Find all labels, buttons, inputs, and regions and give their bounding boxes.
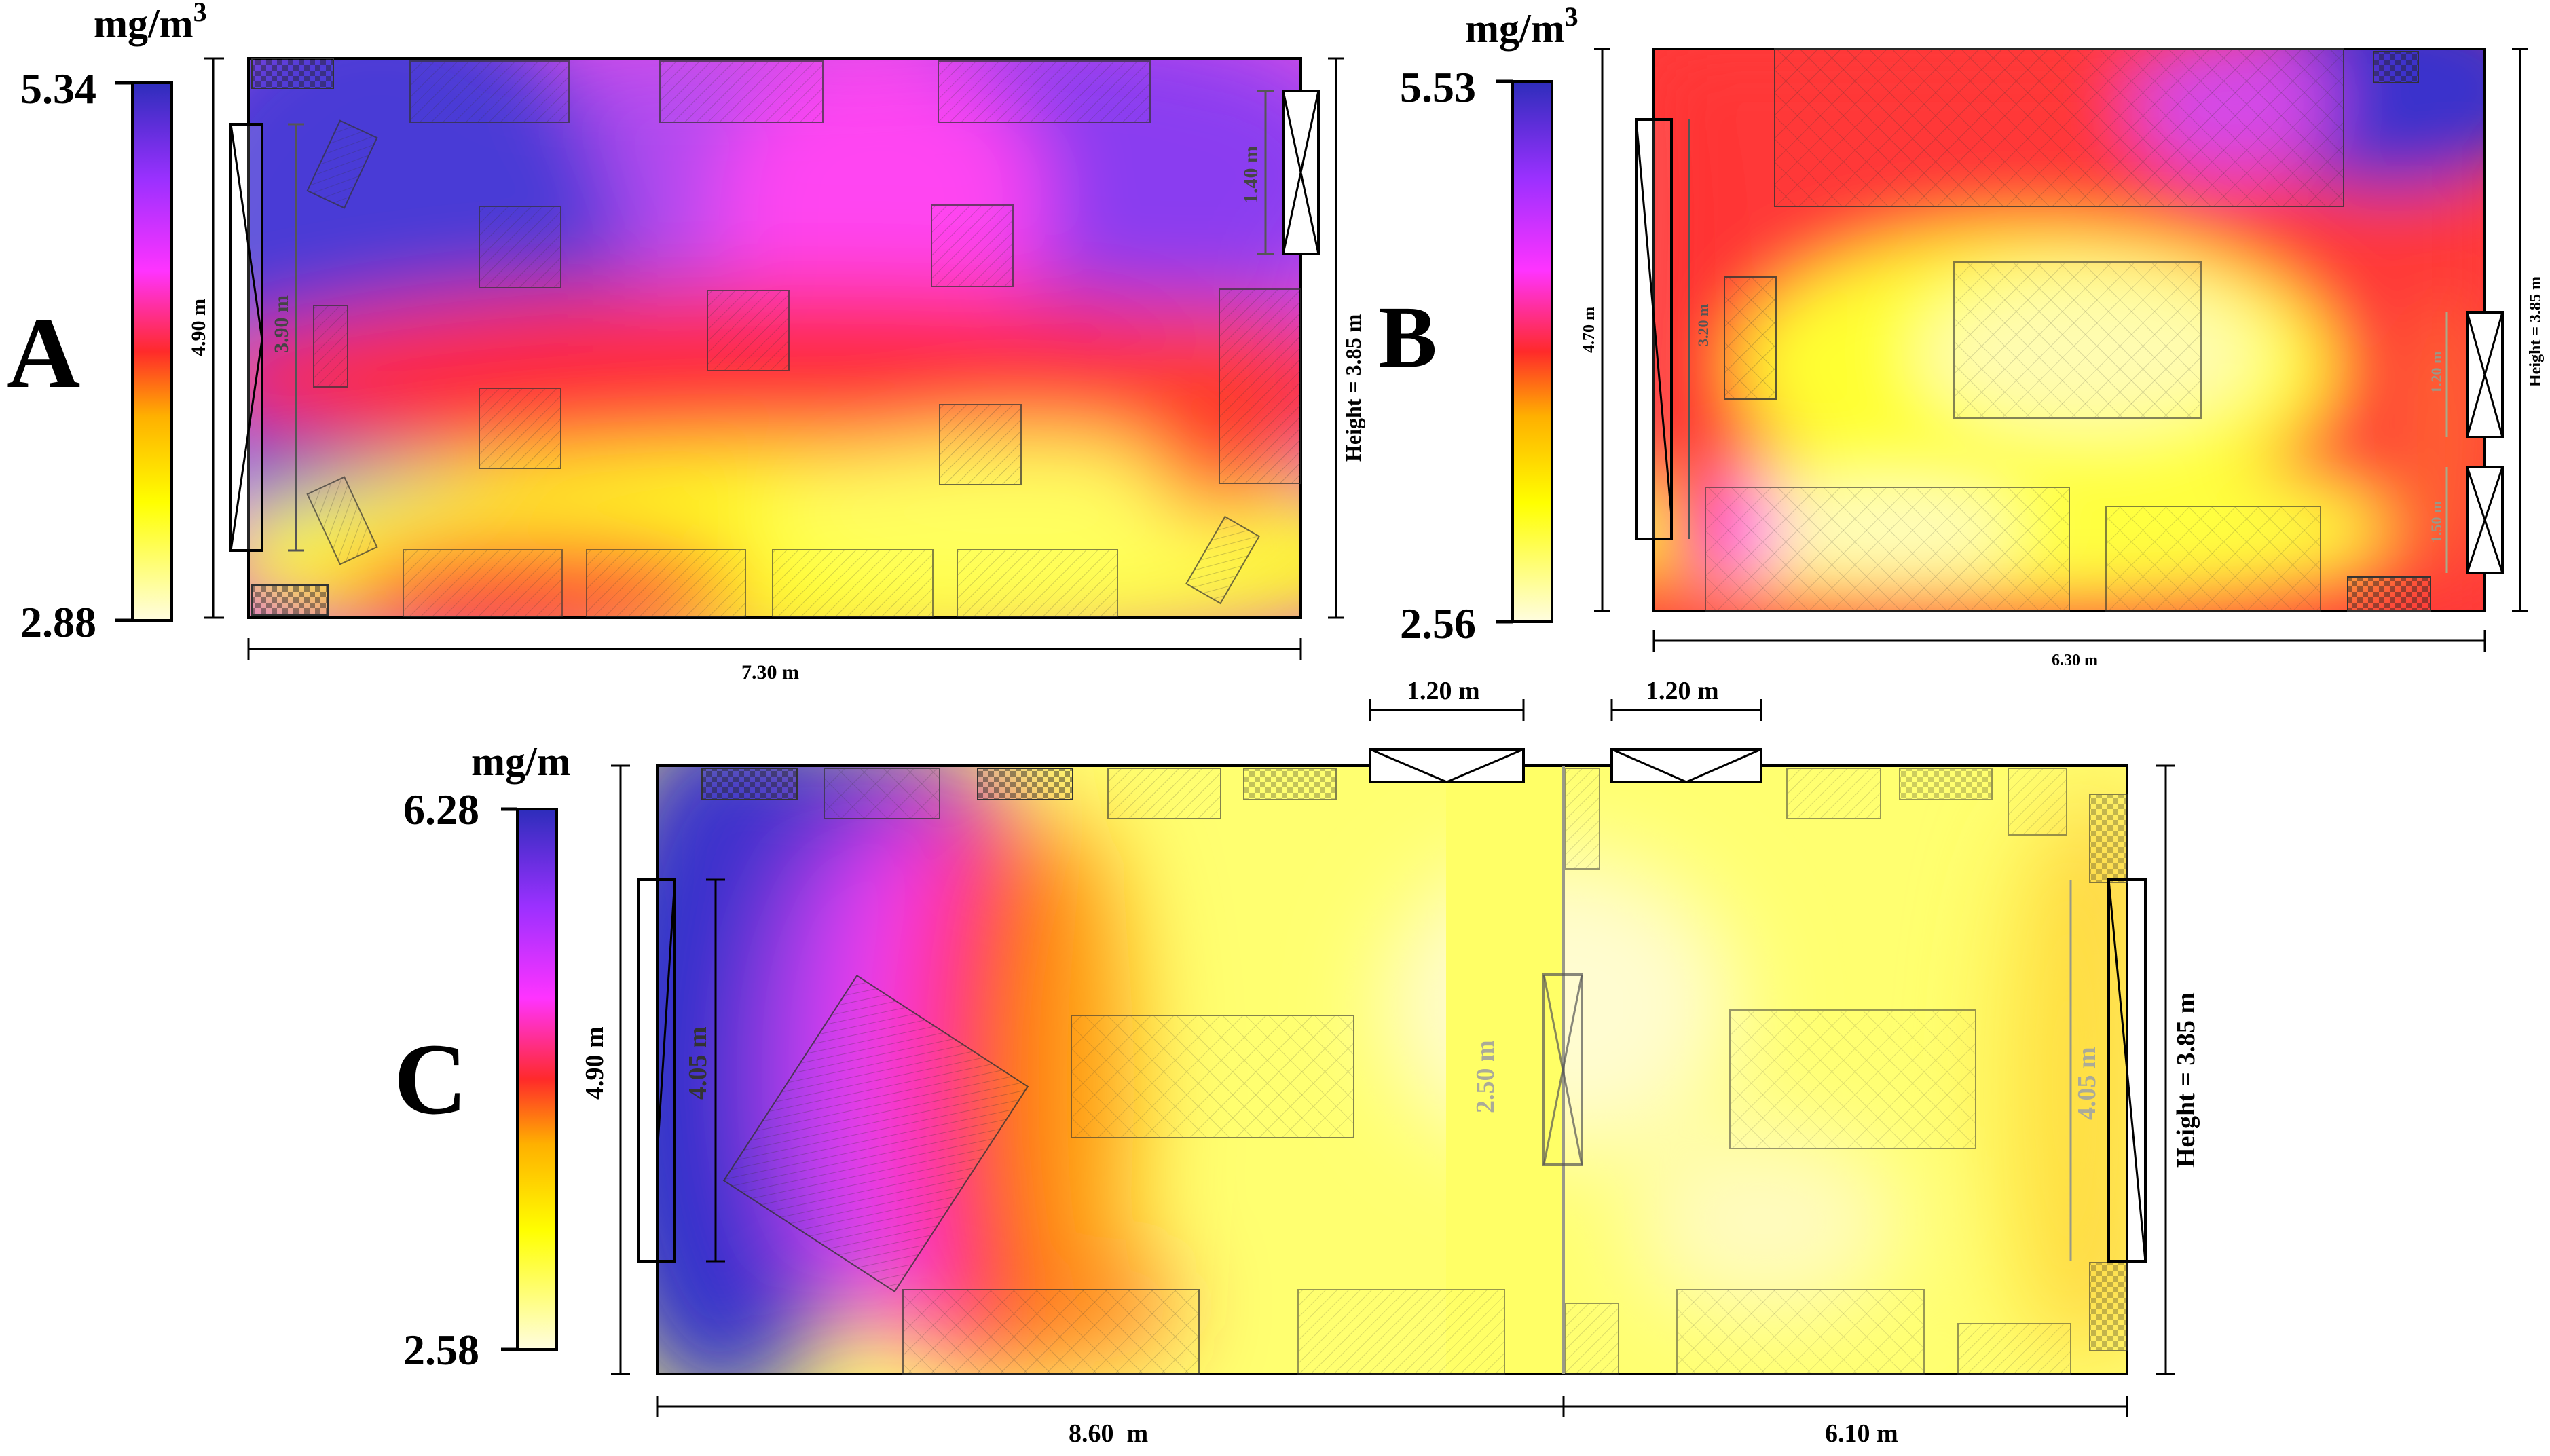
panel-c-letter: C — [394, 1023, 467, 1136]
panel-b-depth-label: 4.70 m — [1581, 307, 1598, 353]
panel-a-unit: mg/m3 — [94, 0, 207, 46]
panel-b-furniture — [1705, 48, 2431, 612]
panel-c-unit: mg/m — [471, 739, 571, 784]
panel-c-door-top-2-label: 1.20 m — [1646, 677, 1719, 705]
panel-c-inner-door — [1542, 973, 1583, 1166]
panel-c-furniture — [701, 768, 2128, 1375]
panel-b-letter: B — [1378, 288, 1437, 386]
panel-a-height-label: Height = 3.85 m — [1341, 314, 1365, 462]
panel-c-door-top-1-label: 1.20 m — [1407, 677, 1480, 705]
panel-c-door-top-1 — [1369, 748, 1525, 783]
panel-b-width-label: 6.30 m — [2052, 652, 2098, 669]
panel-c-window-right — [2107, 878, 2147, 1263]
panel-c-depth-label: 4.90 m — [580, 1026, 609, 1100]
panel-c-color-scale — [516, 808, 558, 1351]
panel-a-door-label: 1.40 m — [1240, 146, 1262, 204]
panel-b-door-2-label: 1.50 m — [2428, 501, 2445, 543]
panel-a-window-label: 3.90 m — [270, 295, 293, 353]
panel-c-height-label: Height = 3.85 m — [2172, 992, 2200, 1168]
panel-b-height-label: Height = 3.85 m — [2527, 276, 2545, 387]
panel-c-inner-door-label: 2.50 m — [1471, 1040, 1500, 1113]
panel-a-color-scale — [131, 81, 173, 622]
panel-a: A mg/m3 5.34 2.88 — [7, 0, 1365, 684]
panel-b-scale-min: 2.56 — [1400, 599, 1476, 648]
panel-b-window-label: 3.20 m — [1695, 304, 1712, 346]
panel-b-door-1-label: 1.20 m — [2428, 352, 2445, 394]
panel-a-window — [229, 123, 263, 552]
panel-b-unit: mg/m3 — [1465, 1, 1578, 51]
panel-c-window-left-label: 4.05 m — [684, 1026, 712, 1100]
panel-b: B mg/m3 5.53 2.56 — [1378, 1, 2545, 669]
panel-c-width-1-label: 8.60 m — [1069, 1419, 1148, 1448]
panel-c-scale-max: 6.28 — [403, 785, 479, 834]
panel-a-letter: A — [7, 297, 80, 409]
panel-c: C mg/m 6.28 2.58 — [394, 677, 2200, 1448]
panel-b-color-scale — [1511, 80, 1553, 623]
panel-a-scale-max: 5.34 — [20, 64, 96, 113]
panel-c-window-left — [637, 878, 676, 1263]
panel-a-depth-label: 4.90 m — [187, 299, 210, 356]
panel-c-window-right-label: 4.05 m — [2073, 1047, 2101, 1120]
panel-c-door-top-2 — [1610, 748, 1762, 783]
panel-c-scale-min: 2.58 — [403, 1326, 479, 1374]
panel-b-scale-max: 5.53 — [1400, 63, 1476, 111]
panel-a-width-label: 7.30 m — [741, 661, 799, 684]
panel-a-furniture — [251, 58, 1301, 617]
panel-c-width-2-label: 6.10 m — [1825, 1419, 1898, 1448]
panel-a-scale-min: 2.88 — [20, 598, 96, 646]
